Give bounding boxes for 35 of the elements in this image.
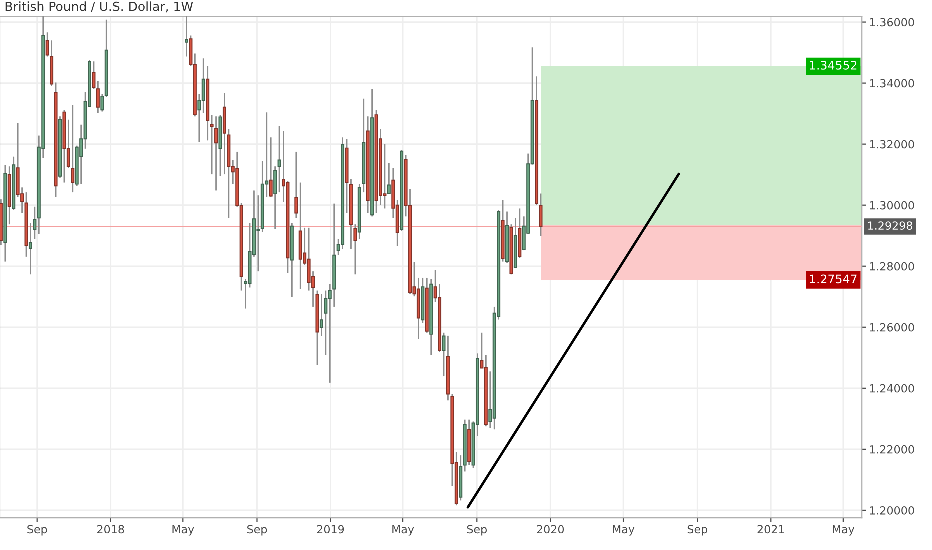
y-tick-label: 1.28000 (870, 262, 914, 271)
x-tick-label: Sep (248, 525, 268, 536)
x-tick-label: Sep (467, 525, 487, 536)
y-tick-label: 1.36000 (870, 18, 914, 27)
y-tick-label: 1.22000 (870, 445, 914, 454)
ref-line-label: 1.29298 (868, 222, 912, 230)
candlestick (92, 60, 96, 90)
y-tick-label: 1.26000 (870, 323, 914, 332)
band-label: 1.34552 (810, 60, 857, 70)
candlestick (96, 80, 100, 114)
x-tick-label: 2019 (317, 525, 344, 534)
x-tick-label: May (172, 525, 194, 536)
x-tick-label: Sep (688, 525, 708, 536)
band-label: 1.27547 (810, 274, 857, 284)
x-tick-label: May (613, 525, 635, 536)
y-tick-label: 1.24000 (870, 384, 914, 393)
y-tick-label: 1.20000 (870, 506, 914, 515)
candlestick (185, 16, 189, 58)
x-tick-label: 2021 (758, 525, 784, 534)
y-tick-label: 1.32000 (870, 140, 914, 149)
candlestick (214, 116, 218, 192)
x-tick-label: 2020 (537, 525, 564, 534)
x-tick-label: Sep (28, 525, 48, 536)
candlestick (324, 290, 328, 356)
candlestick (28, 222, 32, 276)
candlestick (202, 58, 206, 114)
x-tick-label: May (833, 525, 855, 536)
x-tick-label: 2018 (98, 525, 124, 534)
y-tick-label: 1.34000 (870, 79, 914, 88)
x-tick-label: May (392, 525, 414, 536)
candlestick (294, 151, 298, 219)
candlestick (71, 104, 75, 194)
y-tick-label: 1.30000 (870, 201, 914, 210)
candlestick (387, 162, 391, 195)
chart-title: British Pound / U.S. Dollar, 1W (6, 2, 194, 13)
